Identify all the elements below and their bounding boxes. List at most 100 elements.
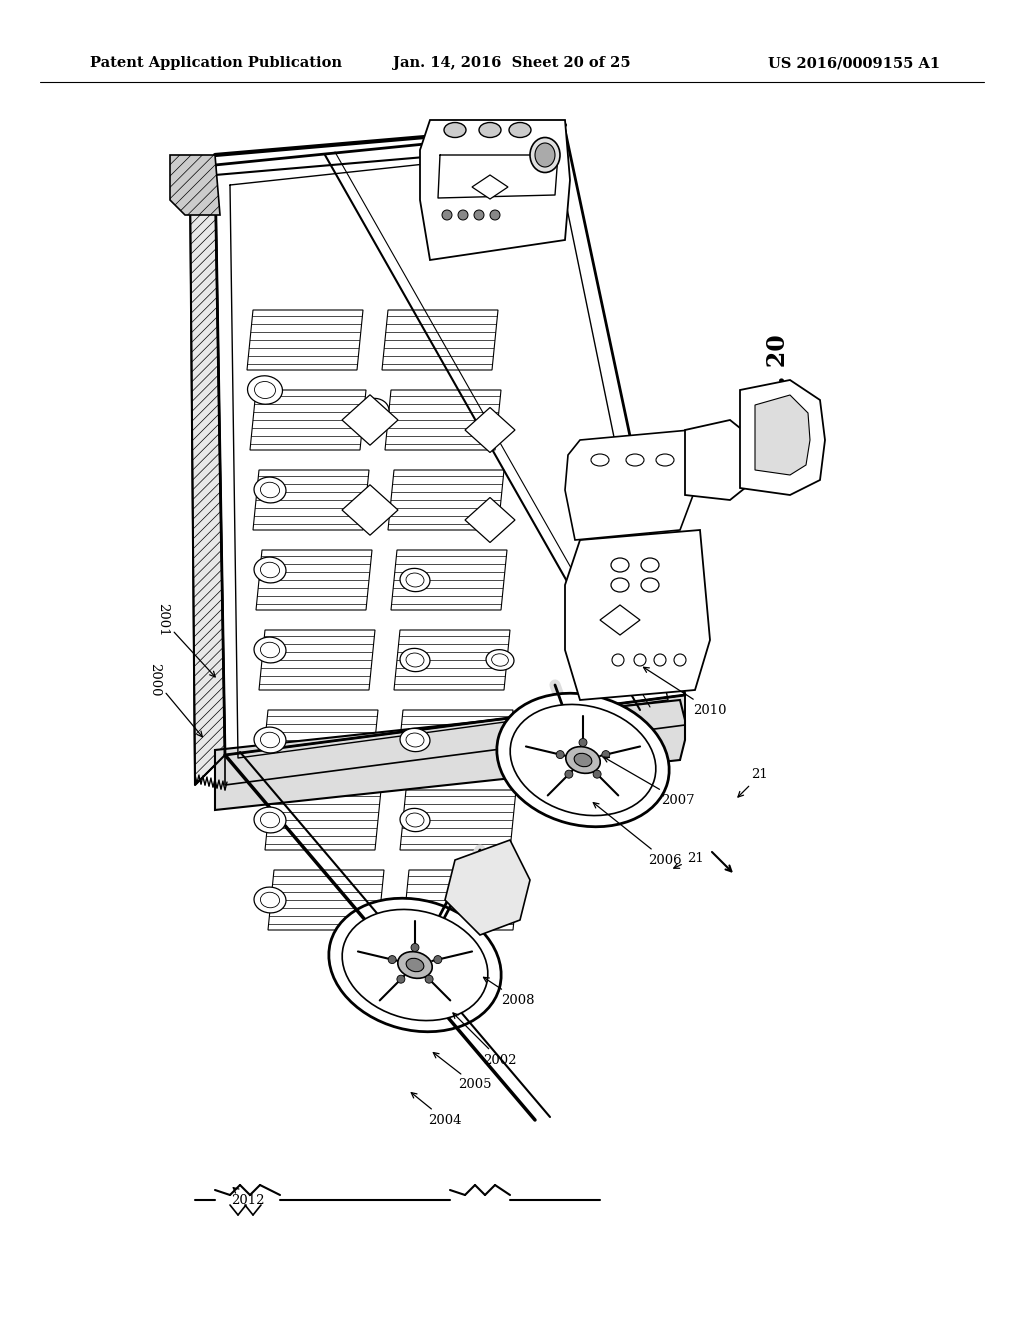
Circle shape bbox=[634, 653, 646, 667]
Ellipse shape bbox=[248, 376, 283, 404]
Circle shape bbox=[654, 653, 666, 667]
Polygon shape bbox=[391, 550, 507, 610]
Ellipse shape bbox=[397, 952, 432, 978]
Text: 21: 21 bbox=[674, 851, 703, 869]
Circle shape bbox=[565, 770, 572, 779]
Polygon shape bbox=[190, 165, 225, 785]
Polygon shape bbox=[170, 154, 220, 215]
Text: 2001: 2001 bbox=[157, 603, 215, 677]
Circle shape bbox=[458, 210, 468, 220]
Ellipse shape bbox=[254, 887, 286, 913]
Polygon shape bbox=[256, 550, 372, 610]
Text: 2004: 2004 bbox=[412, 1093, 462, 1126]
Ellipse shape bbox=[444, 123, 466, 137]
Ellipse shape bbox=[479, 123, 501, 137]
Text: Patent Application Publication: Patent Application Publication bbox=[90, 57, 342, 70]
Polygon shape bbox=[388, 470, 504, 531]
Polygon shape bbox=[397, 710, 513, 770]
Ellipse shape bbox=[400, 569, 430, 591]
Ellipse shape bbox=[574, 754, 592, 767]
Circle shape bbox=[474, 210, 484, 220]
Circle shape bbox=[388, 956, 396, 964]
Circle shape bbox=[411, 944, 419, 952]
Polygon shape bbox=[247, 310, 362, 370]
Circle shape bbox=[674, 653, 686, 667]
Circle shape bbox=[434, 956, 441, 964]
Text: FIG. 20: FIG. 20 bbox=[766, 334, 791, 432]
Ellipse shape bbox=[329, 898, 501, 1032]
Text: 2002: 2002 bbox=[453, 1012, 517, 1067]
Ellipse shape bbox=[611, 558, 629, 572]
Ellipse shape bbox=[342, 909, 487, 1020]
Ellipse shape bbox=[254, 638, 286, 663]
Polygon shape bbox=[472, 176, 508, 199]
Ellipse shape bbox=[400, 808, 430, 832]
Text: 2005: 2005 bbox=[433, 1052, 492, 1092]
Text: US 2016/0009155 A1: US 2016/0009155 A1 bbox=[768, 57, 940, 70]
Ellipse shape bbox=[407, 958, 424, 972]
Polygon shape bbox=[259, 630, 375, 690]
Ellipse shape bbox=[400, 729, 430, 751]
Text: 2012: 2012 bbox=[231, 1188, 265, 1206]
Polygon shape bbox=[740, 380, 825, 495]
Ellipse shape bbox=[611, 578, 629, 591]
Polygon shape bbox=[385, 389, 501, 450]
Ellipse shape bbox=[535, 143, 555, 168]
Circle shape bbox=[556, 751, 564, 759]
Polygon shape bbox=[250, 389, 366, 450]
Text: 21: 21 bbox=[738, 768, 768, 797]
Text: 2007: 2007 bbox=[603, 758, 695, 807]
Polygon shape bbox=[225, 696, 685, 785]
Ellipse shape bbox=[591, 454, 609, 466]
Ellipse shape bbox=[656, 454, 674, 466]
Ellipse shape bbox=[254, 557, 286, 583]
Ellipse shape bbox=[254, 477, 286, 503]
Circle shape bbox=[602, 751, 610, 759]
Ellipse shape bbox=[509, 123, 531, 137]
Polygon shape bbox=[215, 700, 685, 810]
Circle shape bbox=[425, 975, 433, 983]
Ellipse shape bbox=[641, 578, 659, 591]
Polygon shape bbox=[403, 870, 519, 931]
Polygon shape bbox=[465, 498, 515, 543]
Ellipse shape bbox=[641, 558, 659, 572]
Polygon shape bbox=[215, 129, 685, 755]
Polygon shape bbox=[262, 710, 378, 770]
Polygon shape bbox=[342, 395, 398, 445]
Ellipse shape bbox=[254, 807, 286, 833]
Ellipse shape bbox=[510, 705, 655, 816]
Text: Jan. 14, 2016  Sheet 20 of 25: Jan. 14, 2016 Sheet 20 of 25 bbox=[393, 57, 631, 70]
Polygon shape bbox=[755, 395, 810, 475]
Text: 2010: 2010 bbox=[643, 667, 727, 717]
Polygon shape bbox=[565, 531, 710, 700]
Circle shape bbox=[612, 653, 624, 667]
Ellipse shape bbox=[626, 454, 644, 466]
Circle shape bbox=[579, 738, 587, 747]
Text: 2008: 2008 bbox=[483, 977, 535, 1006]
Polygon shape bbox=[565, 430, 695, 540]
Polygon shape bbox=[394, 630, 510, 690]
Ellipse shape bbox=[254, 727, 286, 752]
Ellipse shape bbox=[486, 649, 514, 671]
Polygon shape bbox=[265, 789, 381, 850]
Ellipse shape bbox=[497, 693, 669, 826]
Polygon shape bbox=[342, 484, 398, 535]
Circle shape bbox=[397, 975, 404, 983]
Ellipse shape bbox=[530, 137, 560, 173]
Polygon shape bbox=[420, 120, 570, 260]
Circle shape bbox=[593, 770, 601, 779]
Text: 2006: 2006 bbox=[593, 803, 682, 866]
Polygon shape bbox=[685, 420, 755, 500]
Text: 2000: 2000 bbox=[148, 663, 203, 737]
Polygon shape bbox=[465, 408, 515, 453]
Polygon shape bbox=[253, 470, 369, 531]
Ellipse shape bbox=[400, 648, 430, 672]
Circle shape bbox=[442, 210, 452, 220]
Polygon shape bbox=[382, 310, 498, 370]
Ellipse shape bbox=[566, 747, 600, 774]
Polygon shape bbox=[400, 789, 516, 850]
Polygon shape bbox=[600, 605, 640, 635]
Polygon shape bbox=[268, 870, 384, 931]
Polygon shape bbox=[445, 840, 530, 935]
Ellipse shape bbox=[361, 399, 389, 421]
